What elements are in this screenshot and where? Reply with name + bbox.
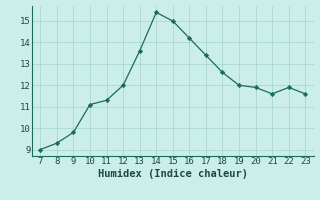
X-axis label: Humidex (Indice chaleur): Humidex (Indice chaleur) [98, 169, 248, 179]
